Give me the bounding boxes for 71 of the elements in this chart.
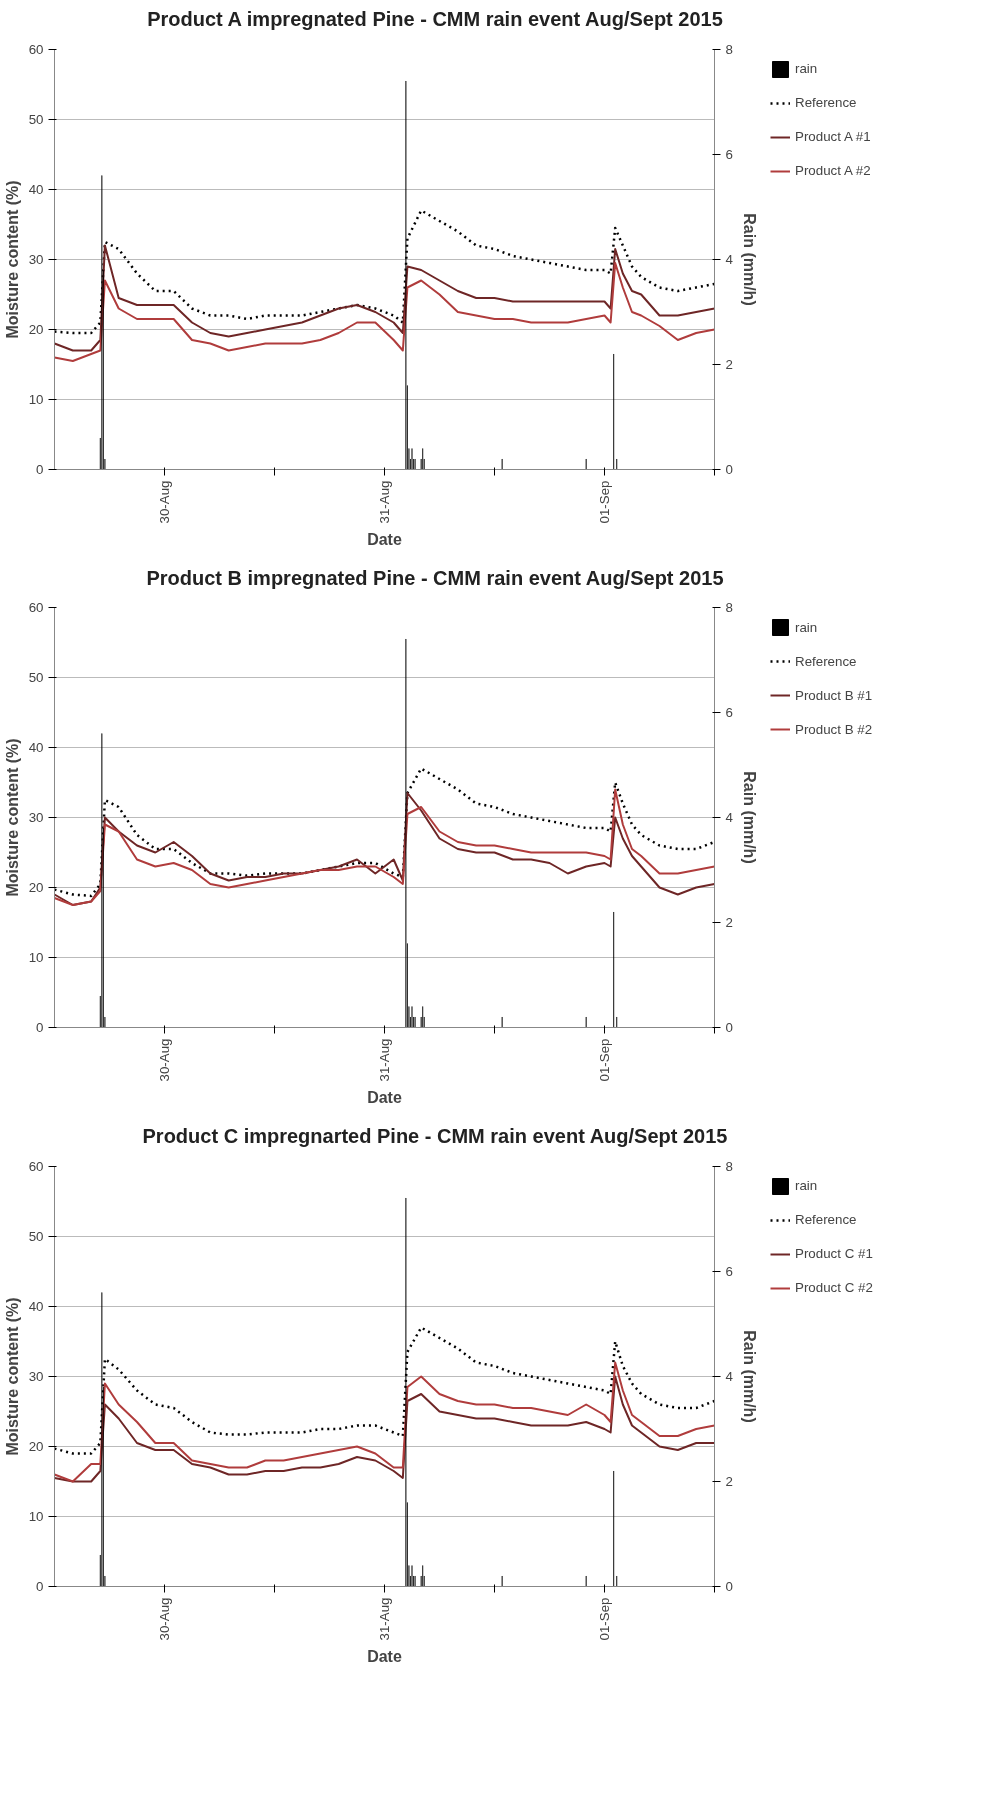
chart-title: Product A impregnated Pine - CMM rain event Aug/Sept 2015 (147, 7, 723, 32)
chart-title: Product C impregnarted Pine - CMM rain event Aug/Sept 2015 (142, 1124, 728, 1150)
x-tick-label: 31-Aug (377, 1597, 392, 1641)
y-tick-label: 30 (28, 1368, 44, 1384)
x-tick-label: 30-Aug (157, 1597, 172, 1641)
legend-label: Product A #2 (795, 163, 871, 179)
y2-tick-label: 4 (725, 251, 734, 267)
y2-tick-label: 6 (725, 1263, 733, 1279)
y-tick-label: 0 (36, 461, 44, 477)
legend-label: rain (795, 1178, 818, 1194)
x-axis-title: Date (367, 1648, 402, 1666)
y-axis-title: Moisture content (%) (3, 179, 21, 339)
y-tick-label: 50 (28, 111, 44, 127)
legend-label: Product C #2 (795, 1280, 873, 1296)
legend-label: Reference (795, 95, 857, 111)
y-tick-label: 60 (28, 41, 44, 57)
y-axis-title: Moisture content (%) (3, 738, 21, 897)
legend-label: Product C #1 (795, 1246, 873, 1262)
y-tick-label: 30 (28, 810, 44, 826)
y2-tick-label: 8 (725, 600, 733, 616)
x-axis-title: Date (367, 531, 402, 549)
y2-tick-label: 8 (725, 41, 733, 57)
y2-tick-label: 8 (725, 1158, 733, 1174)
y-tick-label: 10 (28, 391, 44, 407)
line-series (54, 261, 715, 362)
y2-axis-title: Rain (mm/h) (740, 771, 758, 864)
x-tick-label: 31-Aug (377, 1038, 392, 1082)
y-tick-label: 50 (28, 1228, 44, 1244)
y-tick-label: 60 (28, 600, 44, 616)
y-tick-label: 0 (36, 1578, 44, 1594)
y2-axis-title: Rain (mm/h) (740, 212, 758, 306)
y-tick-label: 10 (28, 950, 44, 966)
y-tick-label: 40 (28, 1298, 44, 1314)
y-tick-label: 50 (28, 670, 44, 686)
y-tick-label: 40 (28, 740, 44, 756)
x-tick-label: 30-Aug (157, 1038, 172, 1082)
y-tick-label: 10 (28, 1508, 44, 1524)
y2-tick-label: 0 (725, 1020, 733, 1036)
legend-label: Product B #1 (795, 687, 873, 703)
y2-tick-label: 2 (725, 1473, 733, 1489)
x-tick-label: 30-Aug (157, 480, 172, 524)
legend-label: Reference (795, 653, 857, 669)
y2-axis-title: Rain (mm/h) (740, 1329, 758, 1423)
y2-tick-label: 0 (725, 461, 733, 477)
y2-tick-label: 4 (725, 810, 734, 826)
x-axis-title: Date (367, 1089, 402, 1107)
y-tick-label: 20 (28, 880, 44, 896)
y2-tick-label: 4 (725, 1368, 734, 1384)
y2-tick-label: 2 (725, 356, 733, 372)
x-tick-label: 01-Sep (597, 480, 612, 524)
y-tick-label: 60 (28, 1158, 44, 1174)
y2-tick-label: 2 (725, 915, 733, 931)
legend-label: Product A #1 (795, 129, 871, 145)
y-tick-label: 20 (28, 1438, 44, 1454)
y-tick-label: 40 (28, 181, 44, 197)
y-tick-label: 30 (28, 251, 44, 267)
y-tick-label: 0 (36, 1020, 44, 1036)
line-series (54, 244, 715, 352)
chart-title: Product B impregnated Pine - CMM rain event Aug/Sept 2015 (146, 565, 724, 591)
legend-label: rain (795, 61, 818, 77)
legend-label: Reference (795, 1212, 857, 1228)
y2-tick-label: 6 (725, 705, 733, 721)
x-tick-label: 01-Sep (597, 1038, 612, 1082)
x-tick-label: 31-Aug (377, 480, 392, 524)
x-tick-label: 01-Sep (597, 1597, 612, 1641)
y-axis-title: Moisture content (%) (3, 1297, 21, 1456)
y2-tick-label: 6 (725, 146, 733, 162)
y-tick-label: 20 (28, 321, 44, 337)
legend-label: Product B #2 (795, 721, 873, 737)
legend-label: rain (795, 619, 818, 635)
y2-tick-label: 0 (725, 1578, 733, 1594)
